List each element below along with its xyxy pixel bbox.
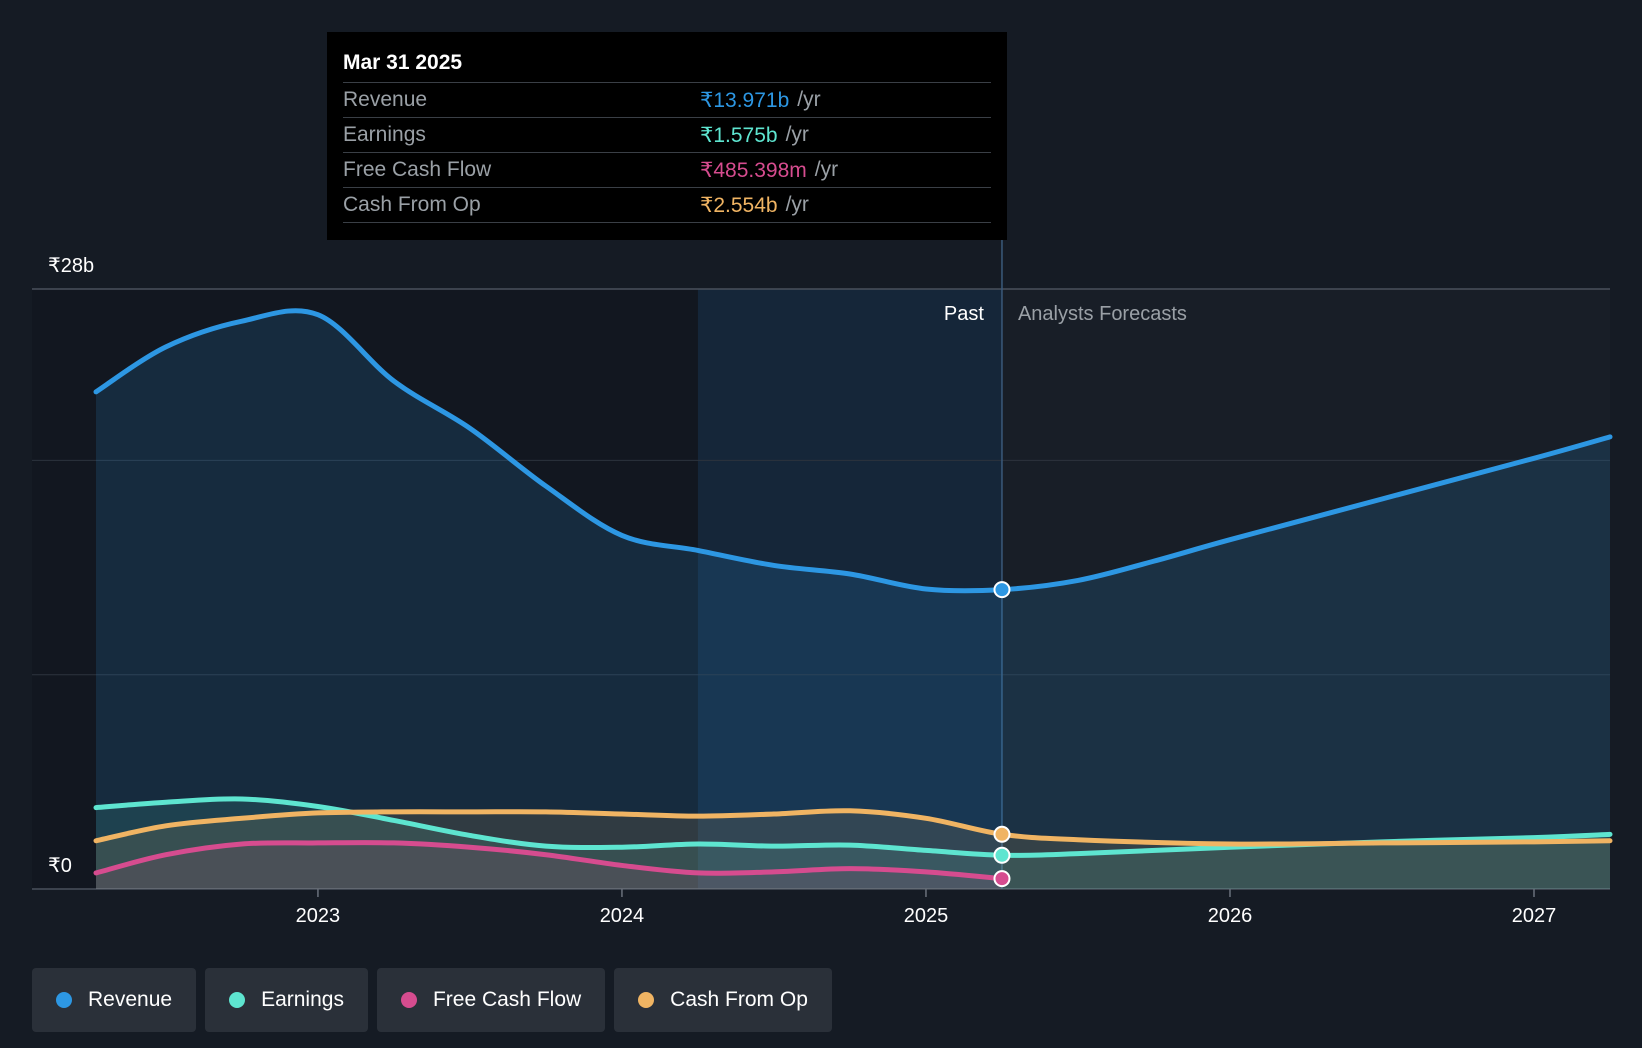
- gridlines: [32, 240, 1610, 890]
- revenue-area: [96, 310, 1610, 890]
- legend-dot-icon: [638, 992, 655, 1008]
- free-cash-flow-line: [93, 840, 1005, 882]
- series-areas: [96, 310, 1610, 890]
- x-tick-label: 2027: [1512, 905, 1557, 927]
- tooltip-unit: /yr: [785, 193, 809, 216]
- free-cash-flow-area: [96, 842, 1002, 889]
- legend-dot-icon: [56, 992, 72, 1008]
- past-region: [32, 289, 1002, 889]
- chart-legend: Revenue Earnings Free Cash Flow Cash Fro…: [32, 968, 832, 1032]
- tooltip-unit: /yr: [814, 158, 839, 181]
- earnings-area: [96, 798, 1610, 889]
- tooltip-label: Earnings: [343, 123, 426, 146]
- legend-item-cash-from-op[interactable]: Cash From Op: [614, 968, 832, 1032]
- revenue-line: [93, 308, 1613, 594]
- cash-from-op-area: [96, 810, 1610, 889]
- legend-label: Cash From Op: [670, 988, 808, 1011]
- legend-item-free-cash-flow[interactable]: Free Cash Flow: [376, 968, 606, 1032]
- tooltip-date: Mar 31 2025: [343, 51, 463, 74]
- legend-dot-icon: [400, 992, 417, 1008]
- free-cash-flow-marker: [993, 870, 1011, 888]
- tooltip-label: Revenue: [343, 88, 428, 111]
- tooltip-label: Cash From Op: [343, 193, 481, 216]
- forecast-region: [1001, 289, 1610, 889]
- tooltip-value: ₹2.554b: [700, 193, 778, 217]
- legend-item-revenue[interactable]: Revenue: [32, 968, 197, 1032]
- legend-item-earnings[interactable]: Earnings: [205, 968, 368, 1032]
- tooltip-row-free-cash-flow: Free Cash Flow ₹485.398m /yr: [343, 152, 991, 187]
- chart-tooltip: Mar 31 2025 Revenue ₹13.971b /yr Earning…: [327, 32, 1007, 240]
- tooltip-unit: /yr: [797, 88, 821, 111]
- x-tick-label: 2025: [904, 905, 949, 927]
- x-tick-label: 2023: [296, 905, 341, 927]
- x-tick-label: 2024: [600, 905, 645, 927]
- y-tick-label-zero: ₹0: [48, 855, 72, 877]
- tooltip-label: Free Cash Flow: [343, 158, 492, 181]
- tooltip-row-earnings: Earnings ₹1.575b /yr: [343, 117, 991, 152]
- tooltip-row-revenue: Revenue ₹13.971b /yr: [343, 82, 991, 117]
- cash-from-op-marker: [993, 825, 1011, 843]
- plot-background: [32, 289, 1610, 889]
- tooltip-value: ₹1.575b: [700, 123, 778, 147]
- earnings-marker: [993, 846, 1011, 864]
- tooltip-value: ₹13.971b: [700, 88, 790, 112]
- legend-dot-icon: [229, 992, 246, 1008]
- tooltip-row-cash-from-op: Cash From Op ₹2.554b /yr: [343, 187, 991, 223]
- legend-label: Earnings: [261, 988, 344, 1011]
- past-label: Past: [944, 303, 984, 325]
- tooltip-unit: /yr: [785, 123, 809, 146]
- y-tick-label-top: ₹28b: [48, 255, 94, 277]
- legend-label: Free Cash Flow: [432, 988, 582, 1011]
- cash-from-op-line: [93, 808, 1613, 847]
- tooltip-value: ₹485.398m: [700, 158, 807, 182]
- tooltip-markers: [993, 581, 1011, 888]
- x-tick-label: 2026: [1208, 905, 1253, 927]
- forecast-label: Analysts Forecasts: [1018, 303, 1187, 325]
- axis-labels: ₹28b ₹0 2023 2024 2025 2026 2027 Past Analysts F…: [48, 255, 1556, 927]
- series-lines: [93, 308, 1613, 882]
- revenue-marker: [993, 581, 1011, 599]
- legend-label: Revenue: [88, 988, 173, 1011]
